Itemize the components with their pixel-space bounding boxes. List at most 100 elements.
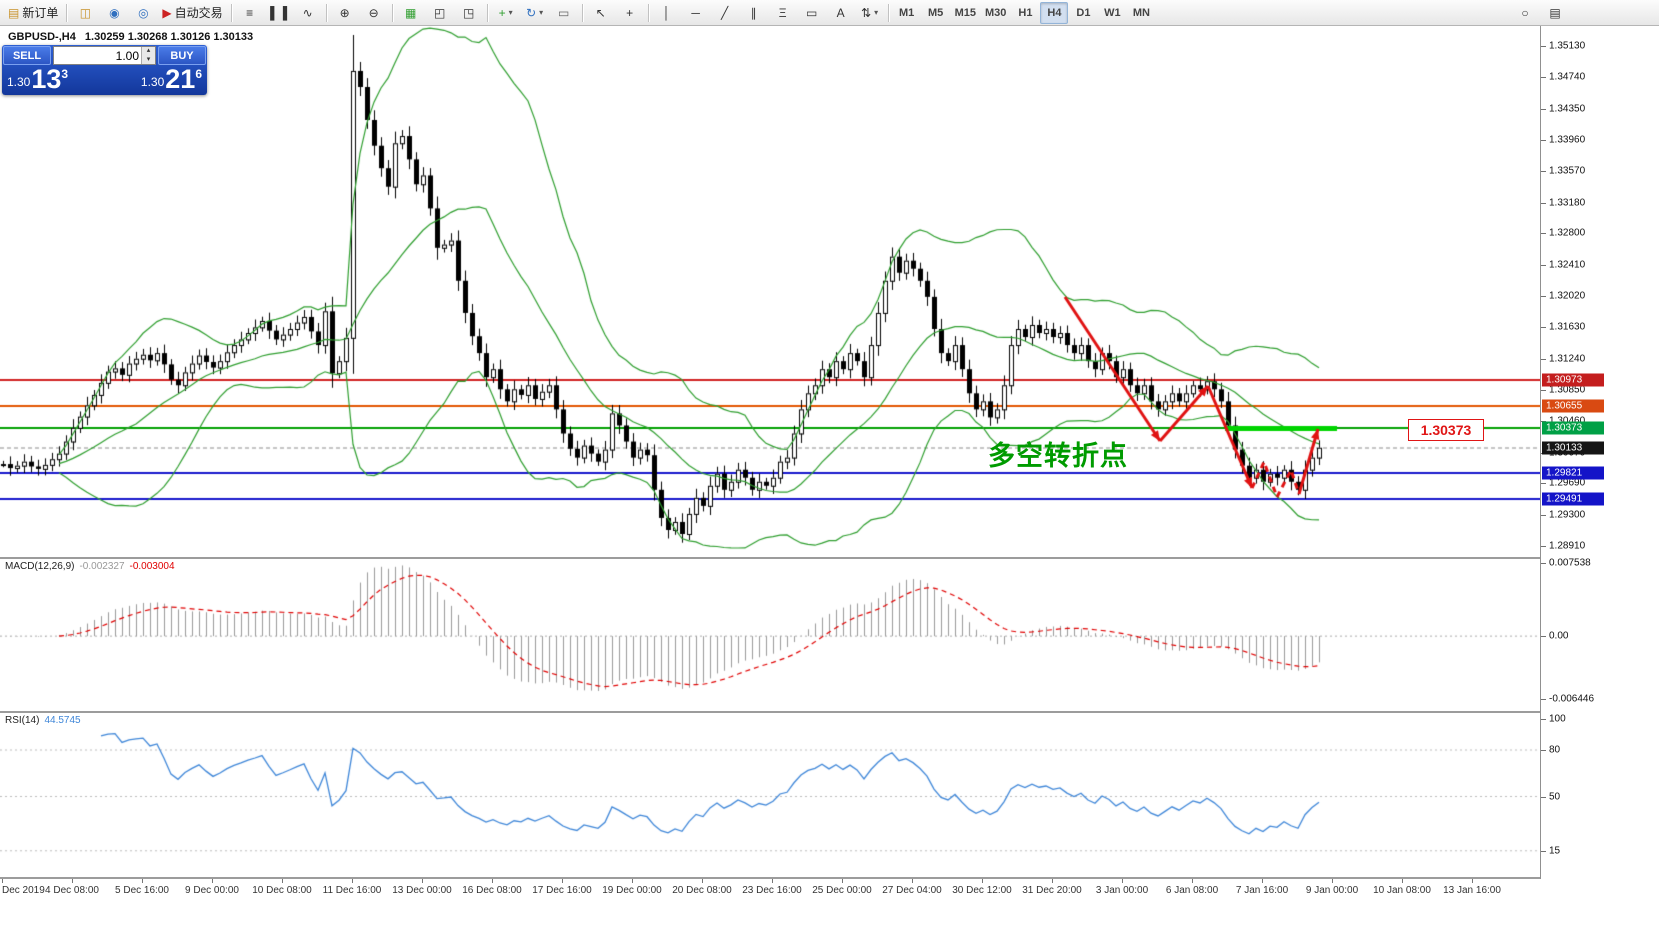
chart-title: GBPUSD-,H4 1.30259 1.30268 1.30126 1.301… — [8, 31, 253, 43]
search-button[interactable]: ○ — [1511, 2, 1539, 24]
time-axis-tick — [702, 879, 703, 883]
time-axis-tick — [1192, 879, 1193, 883]
cascade-windows-button[interactable]: ◰ — [426, 2, 454, 24]
zoom-in-button[interactable]: ⊕ — [331, 2, 359, 24]
sell-price[interactable]: 1.30 13 3 — [7, 64, 68, 94]
shapes-button[interactable]: ▭ — [798, 2, 826, 24]
mail-button[interactable]: ▭ — [550, 2, 578, 24]
time-axis-tick — [72, 879, 73, 883]
timeframe-m1-button[interactable]: M1 — [893, 2, 921, 24]
new-chart-button[interactable]: + ▾ — [492, 2, 520, 24]
price-axis-tick — [1541, 514, 1546, 516]
timeframe-d1-button-label: D1 — [1076, 6, 1091, 19]
search-icon: ○ — [1521, 5, 1529, 20]
price-axis-tick — [1541, 546, 1546, 548]
price-scale[interactable]: 1.35130 1.34740 1.34350 1.33960 1.33570 1.331… — [1540, 26, 1659, 879]
time-axis-tick — [632, 879, 633, 883]
main-chart-canvas[interactable] — [0, 26, 1540, 557]
time-axis-label: 17 Dec 16:00 — [532, 885, 592, 896]
macd-canvas[interactable] — [0, 559, 1540, 709]
panel-separator[interactable] — [0, 557, 1659, 559]
timeframe-m5-button[interactable]: M5 — [922, 2, 950, 24]
price-tick-label: 1.31630 — [1549, 321, 1586, 333]
panel-separator[interactable] — [0, 711, 1659, 713]
timeframe-h4-button[interactable]: H4 — [1040, 1, 1069, 24]
autotrade-button[interactable]: ▶ 自动交易 — [158, 2, 226, 24]
arrows-tool-button[interactable]: ⇅ ▾ — [856, 2, 884, 24]
tile-windows-button[interactable]: ▦ — [397, 2, 425, 24]
timeframe-m15-button-label: M15 — [954, 6, 977, 19]
market-watch-button[interactable]: ◉ — [100, 2, 128, 24]
new-order-icon: ▤ — [8, 5, 20, 20]
price-tick-label: 50 — [1549, 791, 1561, 802]
timeframe-m15-button[interactable]: M15 — [951, 2, 980, 24]
arrange-windows-icon: ◳ — [462, 5, 475, 20]
time-scale[interactable]: Dec 2019 4 Dec 08:00 5 Dec 16:00 9 Dec 00:0… — [0, 879, 1659, 949]
buy-price[interactable]: 1.30 21 6 — [140, 66, 202, 93]
trendline-button[interactable]: ╱ — [711, 2, 739, 24]
time-axis-tick — [1122, 879, 1123, 883]
price-axis-tick — [1541, 750, 1546, 751]
line-chart-type-button[interactable]: ∿ — [294, 2, 322, 24]
sell-price-big: 13 — [31, 64, 62, 94]
trade-panel-prices: 1.30 13 3 1.30 21 6 — [2, 66, 207, 95]
text-button[interactable]: A — [827, 2, 855, 24]
time-axis-tick — [1262, 879, 1263, 883]
time-axis-label: 9 Jan 00:00 — [1305, 885, 1359, 896]
bar-chart-type-button[interactable]: ≡ — [236, 2, 264, 24]
price-axis-tick — [1541, 562, 1546, 564]
price-label-1.30973: 1.30973 — [1542, 373, 1604, 387]
new-chart-icon: + — [498, 5, 506, 20]
toolbar-separator — [581, 3, 583, 22]
crosshair-icon: + — [626, 5, 634, 20]
price-axis-tick — [1541, 327, 1546, 329]
new-order-button[interactable]: ▤ 新订单 — [4, 2, 62, 24]
profiles-button[interactable]: ↻ ▾ — [521, 2, 549, 24]
arrange-windows-button[interactable]: ◳ — [455, 2, 483, 24]
volume-increase-button[interactable]: ▴ — [142, 47, 155, 56]
fibonacci-button[interactable]: Ξ — [769, 2, 797, 24]
rsi-canvas[interactable] — [0, 713, 1540, 877]
price-tick-label: 1.33570 — [1549, 165, 1586, 177]
price-tick-label: 1.34350 — [1549, 103, 1586, 115]
timeframe-m30-button[interactable]: M30 — [981, 2, 1010, 24]
autotrade-button-label: 自动交易 — [174, 6, 223, 20]
data-window-button[interactable]: ◎ — [129, 2, 157, 24]
timeframe-w1-button[interactable]: W1 — [1098, 2, 1126, 24]
chart-windows-button[interactable]: ◫ — [71, 2, 99, 24]
main-toolbar: ▤ 新订单 ◫ ◉ ◎ ▶ 自动交易 ≡ ▌▐ ∿ ⊕ ⊖ ▦ ◰ ◳ + ▾ ↻ ▾ ▭ ↖ + │ ─ ╱ ∥ Ξ ▭ A ⇅ ▾ M1 M… — [0, 0, 1659, 26]
cursor-button[interactable]: ↖ — [587, 2, 615, 24]
channel-button[interactable]: ∥ — [740, 2, 768, 24]
buy-button[interactable]: BUY — [158, 46, 206, 65]
price-axis-tick — [1541, 233, 1546, 235]
time-axis-tick — [352, 879, 353, 883]
window-list-button[interactable]: ▤ — [1541, 2, 1569, 24]
volume-field: ▴ ▾ — [53, 46, 156, 65]
volume-decrease-button[interactable]: ▾ — [142, 55, 155, 64]
price-tick-label: 1.32410 — [1549, 259, 1586, 271]
crosshair-button[interactable]: + — [616, 2, 644, 24]
timeframe-mn-button[interactable]: MN — [1127, 2, 1155, 24]
panel-separator[interactable] — [0, 877, 1659, 879]
vertical-line-button[interactable]: │ — [653, 2, 681, 24]
rsi-value: 44.5745 — [44, 715, 81, 726]
price-axis-tick — [1541, 636, 1546, 638]
fibonacci-icon: Ξ — [778, 5, 787, 20]
volume-input[interactable] — [54, 47, 141, 64]
timeframe-d1-button[interactable]: D1 — [1069, 2, 1097, 24]
toolbar-separator — [887, 3, 889, 22]
sell-button[interactable]: SELL — [3, 46, 51, 65]
candlestick-chart-type-button[interactable]: ▌▐ — [265, 2, 293, 24]
price-axis-tick — [1541, 390, 1546, 392]
time-axis-label: 10 Jan 08:00 — [1373, 885, 1431, 896]
time-axis-tick — [1332, 879, 1333, 883]
price-axis-tick — [1541, 108, 1546, 110]
timeframe-h1-button[interactable]: H1 — [1011, 2, 1039, 24]
zoom-out-button[interactable]: ⊖ — [360, 2, 388, 24]
buy-price-prefix: 1.30 — [140, 75, 165, 89]
time-axis-tick — [912, 879, 913, 883]
trade-panel-controls: SELL ▴ ▾ BUY — [2, 45, 207, 66]
price-axis-tick — [1541, 719, 1546, 720]
line-chart-type-icon: ∿ — [302, 5, 313, 20]
horizontal-line-button[interactable]: ─ — [682, 2, 710, 24]
